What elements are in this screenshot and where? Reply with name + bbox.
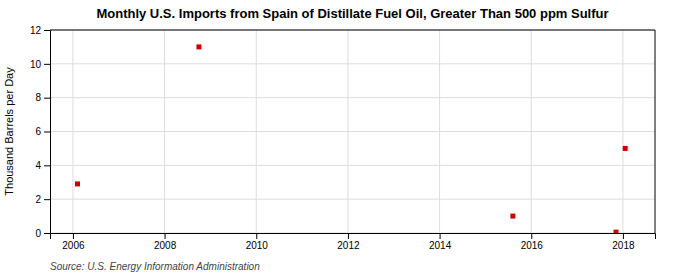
tick-mark <box>44 98 50 99</box>
tick-label: 2012 <box>337 240 360 251</box>
axis-line <box>51 234 656 240</box>
tick-label: 12 <box>30 25 42 36</box>
tick-label: 2008 <box>154 240 177 251</box>
frame <box>50 30 655 31</box>
tick-mark <box>531 233 532 239</box>
tick: 6 <box>35 126 50 137</box>
tick-label: 2016 <box>521 240 544 251</box>
source: Source: U.S. Energy Information Administ… <box>50 261 260 272</box>
points <box>75 44 628 233</box>
tick-label: 10 <box>30 59 42 70</box>
grid-line <box>50 30 655 31</box>
tick-label: 2014 <box>429 240 452 251</box>
point <box>196 44 201 49</box>
tick-mark <box>44 132 50 133</box>
y-axis: 0 2 4 6 8 10 12 <box>30 25 51 239</box>
tick-mark <box>44 199 50 200</box>
tick-mark <box>44 64 50 65</box>
tick-mark <box>44 233 50 234</box>
tick-mark <box>348 233 349 239</box>
grid-line <box>50 97 655 98</box>
frame <box>655 30 656 233</box>
tick: 2010 <box>246 233 269 251</box>
tick-mark <box>256 233 257 239</box>
tick: 12 <box>30 25 50 36</box>
tick: 2014 <box>429 233 452 251</box>
tick: 2006 <box>62 233 85 251</box>
chart: 2006 2008 2010 2012 2014 2016 2018 0 2 4 6 8 10 12 Mon… <box>0 0 675 275</box>
tick-label: 2006 <box>62 240 85 251</box>
tick: 2016 <box>521 233 544 251</box>
tick: 2 <box>35 194 50 205</box>
tick: 4 <box>35 160 50 171</box>
tick-mark <box>44 165 50 166</box>
tick-mark <box>623 233 624 239</box>
tick: 0 <box>35 228 50 239</box>
point <box>623 146 628 151</box>
tick-label: 2010 <box>246 240 269 251</box>
tick-mark <box>44 30 50 31</box>
grid-line <box>50 199 655 200</box>
grid-line <box>50 63 655 64</box>
point <box>614 230 619 233</box>
tick: 10 <box>30 59 50 70</box>
point <box>510 214 515 219</box>
x-axis: 2006 2008 2010 2012 2014 2016 2018 <box>51 233 656 251</box>
tick-mark <box>73 233 74 239</box>
axis-line <box>44 31 51 234</box>
tick: 2018 <box>612 233 635 251</box>
tick-mark <box>165 233 166 239</box>
y-label: Thousand Barrels per Day <box>3 67 15 196</box>
tick: 8 <box>35 92 50 103</box>
tick-label: 8 <box>35 92 41 103</box>
tick-mark <box>440 233 441 239</box>
grid-line <box>50 131 655 132</box>
tick-label: 4 <box>35 160 41 171</box>
tick-label: 0 <box>35 228 41 239</box>
tick-label: 2 <box>35 194 41 205</box>
tick: 2008 <box>154 233 177 251</box>
grid <box>50 30 655 233</box>
plot: 2006 2008 2010 2012 2014 2016 2018 0 2 4 6 8 10 12 <box>30 25 656 251</box>
tick: 2012 <box>337 233 360 251</box>
point <box>75 181 80 186</box>
title: Monthly U.S. Imports from Spain of Disti… <box>96 6 608 21</box>
tick-label: 6 <box>35 126 41 137</box>
tick-label: 2018 <box>612 240 635 251</box>
grid-line <box>50 165 655 166</box>
